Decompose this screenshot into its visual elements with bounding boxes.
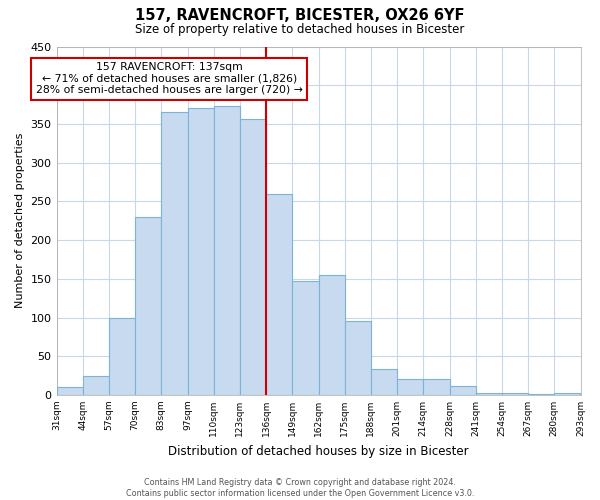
- Text: 157, RAVENCROFT, BICESTER, OX26 6YF: 157, RAVENCROFT, BICESTER, OX26 6YF: [135, 8, 465, 22]
- Bar: [109, 318, 135, 395]
- Text: Contains HM Land Registry data © Crown copyright and database right 2024.
Contai: Contains HM Land Registry data © Crown c…: [126, 478, 474, 498]
- Bar: [292, 281, 319, 395]
- Bar: [188, 108, 214, 395]
- Bar: [135, 217, 161, 395]
- Bar: [83, 376, 109, 395]
- Bar: [56, 387, 83, 395]
- Bar: [214, 106, 240, 395]
- Text: Size of property relative to detached houses in Bicester: Size of property relative to detached ho…: [136, 22, 464, 36]
- Bar: [554, 394, 580, 395]
- Y-axis label: Number of detached properties: Number of detached properties: [15, 133, 25, 308]
- Bar: [528, 394, 554, 395]
- Bar: [161, 112, 188, 395]
- Bar: [345, 320, 371, 395]
- Bar: [424, 378, 449, 395]
- Bar: [476, 394, 502, 395]
- Bar: [449, 386, 476, 395]
- Bar: [397, 378, 424, 395]
- Text: 157 RAVENCROFT: 137sqm
← 71% of detached houses are smaller (1,826)
28% of semi-: 157 RAVENCROFT: 137sqm ← 71% of detached…: [36, 62, 302, 95]
- Bar: [266, 194, 292, 395]
- Bar: [502, 392, 528, 395]
- Bar: [371, 368, 397, 395]
- Bar: [240, 118, 266, 395]
- X-axis label: Distribution of detached houses by size in Bicester: Distribution of detached houses by size …: [168, 444, 469, 458]
- Bar: [319, 275, 345, 395]
